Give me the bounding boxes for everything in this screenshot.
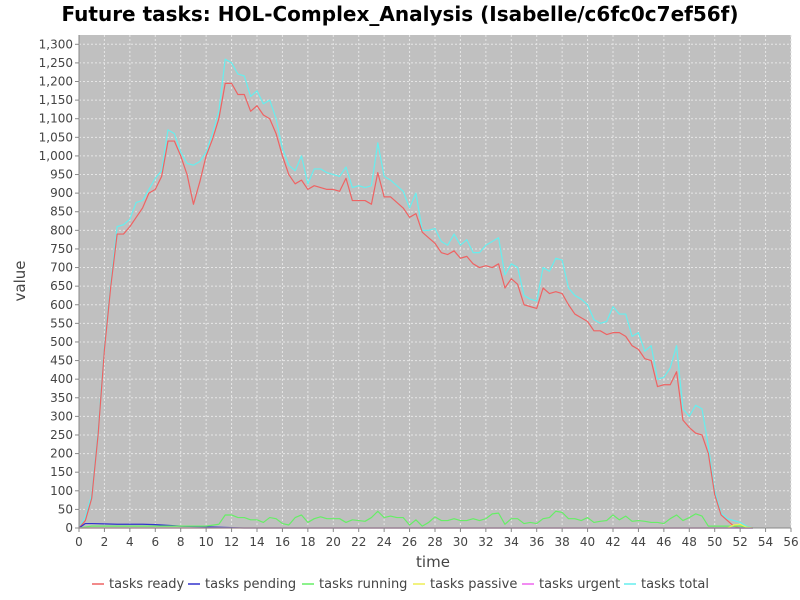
y-tick-label: 300: [50, 409, 73, 423]
legend-label-tasks-total: tasks total: [641, 577, 709, 592]
x-tick-label: 46: [656, 535, 671, 549]
legend-label-tasks-passive: tasks passive: [430, 577, 517, 592]
x-tick-label: 50: [707, 535, 722, 549]
y-tick-label: 750: [50, 242, 73, 256]
y-axis-label: value: [11, 261, 29, 302]
y-tick-label: 400: [50, 372, 73, 386]
x-tick-label: 38: [555, 535, 570, 549]
y-tick-label: 150: [50, 465, 73, 479]
y-tick-label: 0: [65, 521, 73, 535]
y-tick-label: 350: [50, 391, 73, 405]
x-tick-label: 54: [758, 535, 773, 549]
x-tick-label: 52: [733, 535, 748, 549]
x-tick-label: 20: [326, 535, 341, 549]
plot-area: [79, 35, 791, 528]
x-tick-label: 14: [249, 535, 264, 549]
y-tick-label: 550: [50, 316, 73, 330]
y-tick-label: 100: [50, 484, 73, 498]
x-tick-label: 40: [580, 535, 595, 549]
y-tick-label: 800: [50, 223, 73, 237]
grid-lines: [78, 35, 792, 529]
y-tick-label: 1,050: [39, 130, 73, 144]
y-tick-label: 1,200: [39, 75, 73, 89]
legend-label-tasks-urgent: tasks urgent: [539, 577, 620, 592]
legend-label-tasks-pending: tasks pending: [205, 577, 296, 592]
x-tick-label: 30: [453, 535, 468, 549]
x-tick-label: 44: [631, 535, 646, 549]
y-tick-label: 500: [50, 335, 73, 349]
y-tick-label: 450: [50, 354, 73, 368]
series-line-tasks-total: [78, 58, 754, 529]
x-tick-label: 6: [151, 535, 159, 549]
y-tick-label: 1,150: [39, 93, 73, 107]
y-tick-label: 900: [50, 186, 73, 200]
x-tick-label: 16: [275, 535, 290, 549]
legend-label-tasks-ready: tasks ready: [109, 577, 185, 592]
y-tick-label: 600: [50, 298, 73, 312]
x-tick-label: 28: [427, 535, 442, 549]
y-tick-label: 1,100: [39, 112, 73, 126]
y-tick-label: 650: [50, 279, 73, 293]
series-line-tasks-ready: [78, 82, 753, 529]
x-tick-label: 22: [351, 535, 366, 549]
x-tick-label: 24: [377, 535, 392, 549]
x-tick-label: 2: [101, 535, 109, 549]
y-tick-label: 950: [50, 168, 73, 182]
y-tick-label: 850: [50, 205, 73, 219]
y-tick-label: 1,000: [39, 149, 73, 163]
x-tick-label: 26: [402, 535, 417, 549]
legend: tasks ready tasks pending tasks running tas…: [92, 577, 709, 592]
x-tick-label: 56: [783, 535, 798, 549]
x-tick-label: 32: [478, 535, 493, 549]
y-tick-label: 1,300: [39, 37, 73, 51]
x-tick-label: 0: [75, 535, 83, 549]
x-tick-label: 4: [126, 535, 134, 549]
y-tick-label: 700: [50, 261, 73, 275]
x-tick-label: 42: [605, 535, 620, 549]
y-axis-ticks: 0 50 100 150 200 250 300 350 400 450 500 550 600 650 7…: [39, 37, 79, 535]
y-tick-label: 50: [58, 502, 73, 516]
x-tick-label: 48: [682, 535, 697, 549]
x-tick-label: 12: [224, 535, 239, 549]
x-tick-label: 36: [529, 535, 544, 549]
x-tick-label: 18: [300, 535, 315, 549]
y-tick-label: 1,250: [39, 56, 73, 70]
chart-title: Future tasks: HOL-Complex_Analysis (Isab…: [61, 2, 738, 26]
x-tick-label: 34: [504, 535, 519, 549]
x-axis-label: time: [416, 553, 450, 571]
y-tick-label: 250: [50, 428, 73, 442]
x-tick-label: 8: [177, 535, 185, 549]
series-line-tasks-running: [78, 510, 753, 529]
y-tick-label: 200: [50, 447, 73, 461]
legend-label-tasks-running: tasks running: [319, 577, 407, 592]
x-axis-ticks: 0 2 4 6 8 10 12 14 16 18 20 22 24 26 28 30 32 34 36 38 40 42 4…: [75, 528, 799, 549]
x-tick-label: 10: [199, 535, 214, 549]
